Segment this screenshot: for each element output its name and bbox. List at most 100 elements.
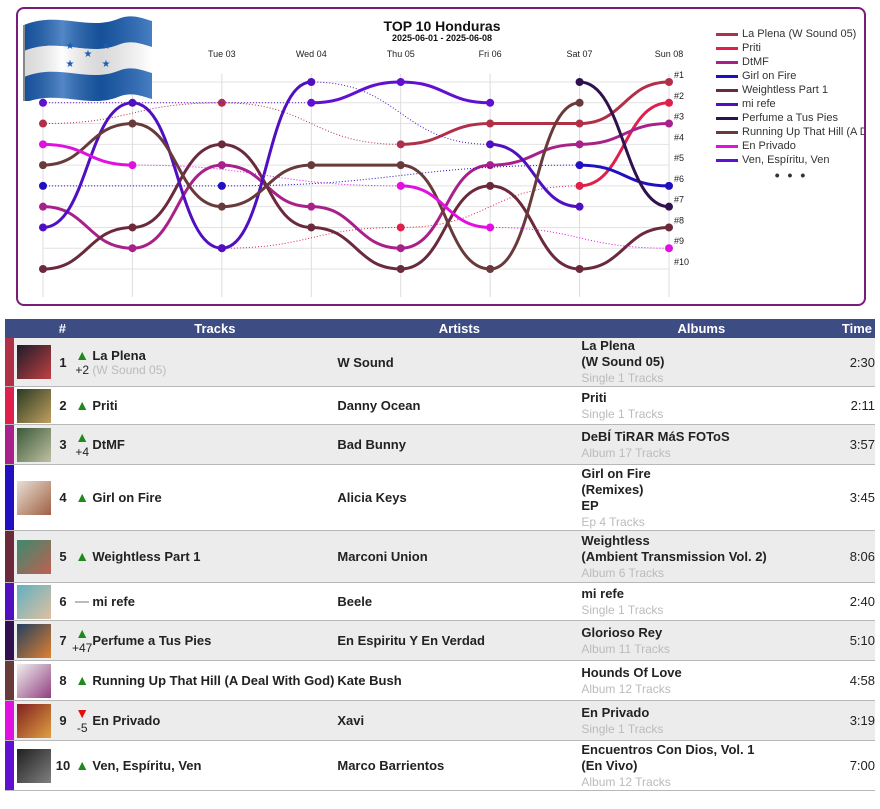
- album-title[interactable]: Glorioso Rey: [581, 624, 663, 640]
- trend-cell: ▲: [72, 660, 93, 701]
- series-point: [128, 223, 137, 232]
- album-cell: Weightless (Ambient Transmission Vol. 2)…: [581, 530, 822, 583]
- series-point: [217, 161, 226, 170]
- album-title[interactable]: En Privado: [581, 704, 650, 720]
- album-cover-image[interactable]: [17, 748, 51, 783]
- albums-header[interactable]: Albums: [581, 319, 822, 338]
- album-info: Single 1 Tracks: [581, 371, 664, 385]
- track-title[interactable]: DtMF: [92, 437, 125, 452]
- album-cover-image[interactable]: [17, 663, 51, 698]
- artist-name[interactable]: Kate Bush: [337, 660, 582, 701]
- series-point: [665, 244, 673, 253]
- artist-name[interactable]: Bad Bunny: [337, 424, 582, 465]
- album-cover-image[interactable]: [17, 703, 51, 738]
- table-row[interactable]: 10 ▲ Ven, Espíritu, Ven Marco Barrientos Enc…: [5, 740, 875, 791]
- album-title[interactable]: La Plena (W Sound 05): [581, 338, 665, 369]
- series-4: [39, 140, 673, 273]
- legend-label: Perfume a Tus Pies: [742, 112, 838, 124]
- rank-change: -5: [76, 721, 88, 735]
- series-point: [486, 98, 495, 107]
- album-cover-image[interactable]: [17, 427, 51, 462]
- track-cell: Girl on Fire: [92, 464, 338, 531]
- album-cell: mi refe Single 1 Tracks: [581, 582, 822, 621]
- series-point: [128, 119, 137, 128]
- artist-name[interactable]: Marconi Union: [337, 530, 582, 583]
- track-cell: Priti: [92, 386, 338, 425]
- album-cover-image[interactable]: [17, 584, 51, 619]
- album-cell: Priti Single 1 Tracks: [581, 386, 822, 425]
- legend-swatch: [716, 88, 738, 92]
- artist-name[interactable]: En Espiritu Y En Verdad: [337, 620, 582, 661]
- artist-name[interactable]: Alicia Keys: [337, 464, 582, 531]
- table-row[interactable]: 6 mi refe Beele mi refe Single 1 Tracks 2:40: [5, 582, 875, 621]
- flag-star-icon: ★: [66, 41, 75, 52]
- legend-item: Perfume a Tus Pies: [716, 111, 864, 125]
- track-title[interactable]: Weightless Part 1: [92, 549, 201, 564]
- series-point: [396, 78, 405, 86]
- track-title[interactable]: Ven, Espíritu, Ven: [92, 758, 202, 773]
- artist-name[interactable]: Marco Barrientos: [337, 740, 582, 791]
- artists-header[interactable]: Artists: [337, 319, 582, 338]
- album-cover-image[interactable]: [17, 539, 51, 574]
- album-cell: DeBÍ TiRAR MáS FOToS Album 17 Tracks: [581, 424, 822, 465]
- track-title[interactable]: mi refe: [92, 594, 135, 609]
- track-duration: 2:11: [821, 386, 875, 425]
- series-point: [307, 161, 316, 170]
- series-0: [39, 78, 673, 149]
- trend-header: [72, 319, 93, 338]
- table-row[interactable]: 1 ▲ +2 La Plena (W Sound 05) W Sound La Plena …: [5, 338, 875, 387]
- track-cell: En Privado: [92, 700, 338, 741]
- artist-name[interactable]: Danny Ocean: [337, 386, 582, 425]
- table-row[interactable]: 7 ▲ +47 Perfume a Tus Pies En Espiritu Y En …: [5, 620, 875, 661]
- series-point: [486, 223, 495, 232]
- album-title[interactable]: Encuentros Con Dios, Vol. 1 (En Vivo): [581, 741, 755, 773]
- album-info: Ep 4 Tracks: [581, 514, 645, 529]
- chart-legend: La Plena (W Sound 05) Priti DtMF Girl on Fi…: [716, 27, 864, 183]
- table-row[interactable]: 3 ▲ +4 DtMF Bad Bunny DeBÍ TiRAR MáS FOToS Alb…: [5, 424, 875, 465]
- trend-cell: ▲ +47: [72, 620, 93, 661]
- album-title[interactable]: Priti: [581, 389, 607, 405]
- track-title[interactable]: En Privado: [92, 713, 161, 728]
- cover-cell: [14, 386, 54, 425]
- track-title[interactable]: La Plena: [92, 347, 146, 363]
- track-cell: DtMF: [92, 424, 338, 465]
- album-title[interactable]: mi refe: [581, 585, 624, 601]
- artist-name[interactable]: Beele: [337, 582, 582, 621]
- album-cover-image[interactable]: [17, 480, 51, 515]
- album-title[interactable]: Hounds Of Love: [581, 664, 682, 680]
- track-title[interactable]: Priti: [92, 398, 118, 413]
- track-title[interactable]: Running Up That Hill (A Deal With God): [92, 673, 335, 688]
- table-row[interactable]: 4 ▲ Girl on Fire Alicia Keys Girl on Fire (R…: [5, 464, 875, 531]
- series-gap-line: [42, 102, 222, 125]
- trend-cell: ▼ -5: [72, 700, 93, 741]
- time-header[interactable]: Time: [821, 319, 875, 338]
- artist-name[interactable]: W Sound: [337, 338, 582, 387]
- album-title[interactable]: Girl on Fire (Remixes) EP: [581, 465, 651, 513]
- trend-cell: [72, 582, 93, 621]
- flag-star-icon: ★: [102, 59, 111, 70]
- legend-swatch: [716, 46, 738, 50]
- artist-name[interactable]: Xavi: [337, 700, 582, 741]
- x-tick-label: Wed 04: [296, 49, 327, 59]
- legend-label: En Privado: [742, 140, 796, 152]
- trend-down-icon: ▼: [75, 705, 90, 721]
- series-point: [665, 202, 673, 211]
- series-line: [578, 80, 671, 209]
- album-title[interactable]: DeBÍ TiRAR MáS FOToS: [581, 428, 730, 444]
- track-title[interactable]: Girl on Fire: [92, 490, 162, 505]
- tracks-header[interactable]: Tracks: [92, 319, 338, 338]
- track-duration: 4:58: [821, 660, 875, 701]
- series-point: [217, 244, 226, 253]
- album-title[interactable]: Weightless (Ambient Transmission Vol. 2): [581, 532, 767, 564]
- track-title[interactable]: Perfume a Tus Pies: [92, 633, 212, 648]
- table-row[interactable]: 5 ▲ Weightless Part 1 Marconi Union Weightle…: [5, 530, 875, 583]
- album-cover-image[interactable]: [17, 388, 51, 423]
- album-cover-image[interactable]: [17, 623, 51, 658]
- table-row[interactable]: 9 ▼ -5 En Privado Xavi En Privado Single 1 Tra…: [5, 700, 875, 741]
- table-row[interactable]: 2 ▲ Priti Danny Ocean Priti Single 1 Tracks 2:…: [5, 386, 875, 425]
- album-cover-image[interactable]: [17, 345, 51, 379]
- flag-star-icon: ★: [66, 59, 75, 70]
- rank-number: 10: [54, 740, 72, 791]
- table-row[interactable]: 8 ▲ Running Up That Hill (A Deal With God)…: [5, 660, 875, 701]
